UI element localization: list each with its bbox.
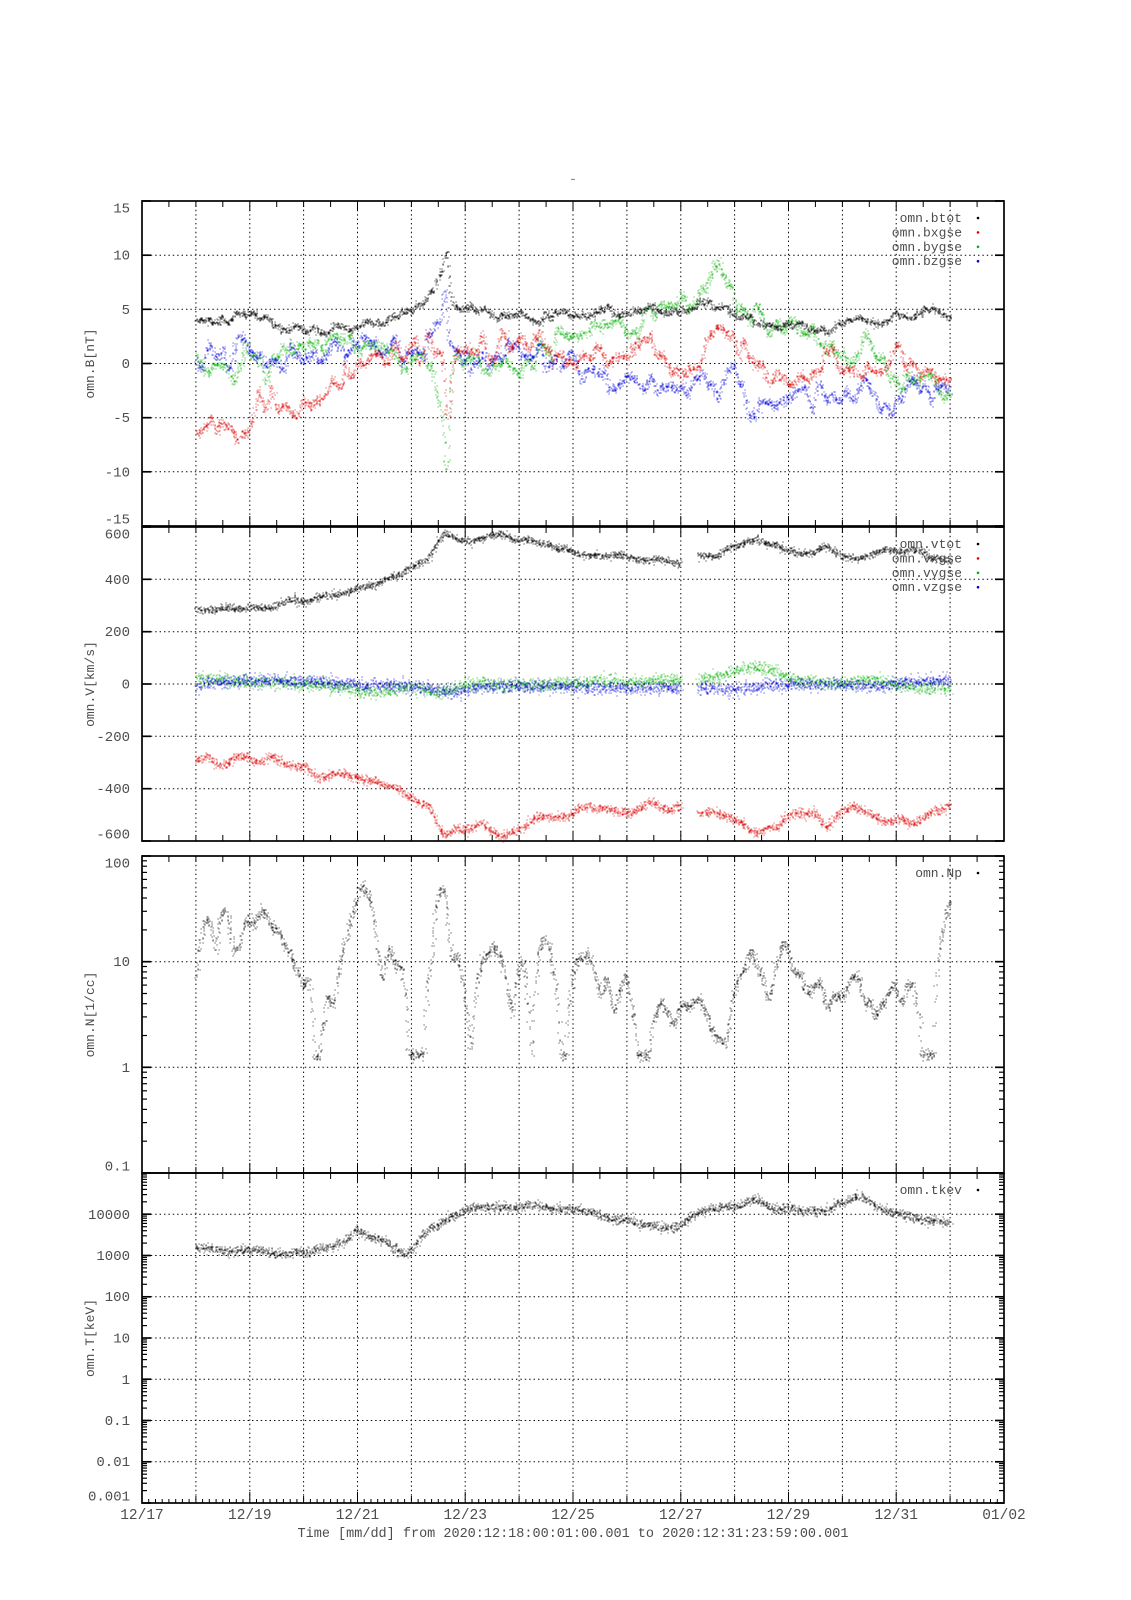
- svg-text:12/25: 12/25: [551, 1508, 595, 1524]
- svg-text:-: -: [569, 172, 577, 188]
- svg-text:400: 400: [105, 573, 130, 589]
- svg-text:12/31: 12/31: [874, 1508, 918, 1524]
- svg-text:omn.bygse: omn.bygse: [892, 240, 962, 255]
- svg-text:0.1: 0.1: [105, 1414, 130, 1430]
- svg-text:-5: -5: [113, 411, 130, 427]
- svg-text:-400: -400: [96, 782, 130, 798]
- svg-text:15: 15: [113, 202, 130, 218]
- svg-text:omn.tkev: omn.tkev: [900, 1183, 963, 1198]
- svg-text:01/02: 01/02: [982, 1508, 1026, 1524]
- svg-text:5: 5: [122, 303, 130, 319]
- svg-text:1: 1: [122, 1061, 130, 1077]
- svg-text:12/29: 12/29: [767, 1508, 811, 1524]
- svg-text:12/23: 12/23: [443, 1508, 487, 1524]
- svg-text:10: 10: [113, 1332, 130, 1348]
- svg-text:0.001: 0.001: [88, 1490, 130, 1506]
- svg-text:12/27: 12/27: [659, 1508, 703, 1524]
- svg-text:Time [mm/dd] from 2020:12:18:: Time [mm/dd] from 2020:12:18:00:01:00.00…: [298, 1527, 849, 1542]
- svg-text:10000: 10000: [88, 1208, 130, 1224]
- svg-text:0.01: 0.01: [96, 1455, 130, 1471]
- svg-text:0: 0: [122, 678, 130, 694]
- svg-text:10: 10: [113, 955, 130, 971]
- svg-text:omn.vygse: omn.vygse: [892, 566, 962, 581]
- svg-text:1: 1: [122, 1373, 130, 1389]
- svg-text:0.1: 0.1: [105, 1160, 130, 1176]
- svg-text:omn.V[km/s]: omn.V[km/s]: [83, 641, 98, 727]
- svg-text:-10: -10: [105, 465, 130, 481]
- svg-text:omn.N[1/cc]: omn.N[1/cc]: [83, 972, 98, 1058]
- svg-text:600: 600: [105, 528, 130, 544]
- svg-text:omn.vtot: omn.vtot: [900, 537, 962, 552]
- svg-text:12/21: 12/21: [336, 1508, 380, 1524]
- svg-text:omn.vxgse: omn.vxgse: [892, 551, 962, 566]
- svg-text:omn.vzgse: omn.vzgse: [892, 580, 962, 595]
- svg-text:omn.Np: omn.Np: [915, 866, 962, 881]
- svg-text:100: 100: [105, 1290, 130, 1306]
- svg-text:omn.bzgse: omn.bzgse: [892, 254, 962, 269]
- svg-text:200: 200: [105, 625, 130, 641]
- svg-text:1000: 1000: [96, 1249, 130, 1265]
- svg-text:12/17: 12/17: [120, 1508, 164, 1524]
- svg-text:12/19: 12/19: [228, 1508, 272, 1524]
- svg-text:-15: -15: [105, 513, 130, 529]
- svg-text:100: 100: [105, 857, 130, 873]
- svg-text:omn.B[nT]: omn.B[nT]: [83, 328, 98, 398]
- svg-text:-200: -200: [96, 730, 130, 746]
- svg-text:-600: -600: [96, 828, 130, 844]
- svg-text:omn.T[keV]: omn.T[keV]: [83, 1299, 98, 1377]
- svg-text:omn.bxgse: omn.bxgse: [892, 225, 962, 240]
- svg-text:10: 10: [113, 249, 130, 265]
- svg-text:0: 0: [122, 357, 130, 373]
- svg-text:omn.btot: omn.btot: [900, 211, 962, 226]
